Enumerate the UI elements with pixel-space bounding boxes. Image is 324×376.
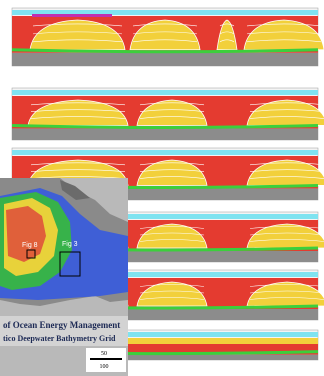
scale-label: 100 bbox=[100, 364, 109, 370]
basement bbox=[12, 128, 318, 140]
map-label: Fig 3 bbox=[62, 241, 78, 248]
map-title: of Ocean Energy Management bbox=[3, 320, 120, 330]
screenshot: Fig 8 Fig 3 of Ocean Energy Management t… bbox=[0, 0, 324, 376]
bathymetry-map: Fig 8 Fig 3 of Ocean Energy Management t… bbox=[0, 178, 128, 376]
water-layer bbox=[12, 90, 318, 95]
scale-label: 50 bbox=[101, 351, 107, 357]
water-layer bbox=[12, 150, 318, 155]
seafloor-magenta bbox=[32, 14, 112, 17]
map-subtitle: tico Deepwater Bathymetry Grid bbox=[3, 334, 116, 343]
map-label: Fig 8 bbox=[22, 242, 38, 249]
basement bbox=[12, 53, 318, 66]
